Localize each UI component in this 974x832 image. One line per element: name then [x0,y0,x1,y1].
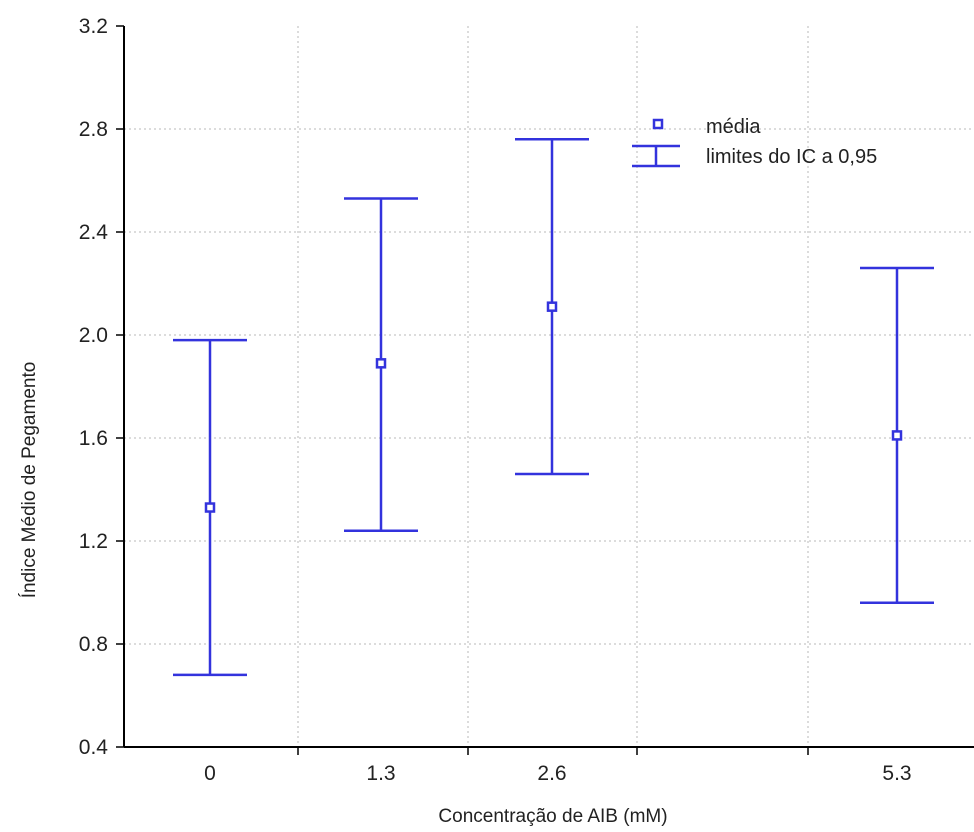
y-axis-ticks: 0.4 0.8 1.2 1.6 2.0 2.4 2.8 3.2 [79,15,124,759]
mean-marker [891,430,903,441]
error-bar-group [515,138,589,476]
legend-mean-label: média [706,116,761,138]
y-tick-label: 2.4 [79,221,109,244]
x-tick-label: 0 [204,762,216,785]
legend-mean-marker [652,118,664,130]
legend: média limites do IC a 0,95 [632,116,877,168]
x-axis-title: Concentração de AIB (mM) [438,806,667,827]
error-bar-series [173,138,934,677]
y-tick-label: 0.4 [79,736,109,759]
x-tick-label: 1.3 [366,762,395,785]
grid-layer [124,26,974,747]
y-tick-label: 1.6 [79,427,108,450]
x-tick-label: 5.3 [882,762,911,785]
legend-ci-label: limites do IC a 0,95 [706,146,877,168]
y-tick-label: 2.0 [79,324,108,347]
mean-marker [375,358,387,369]
y-axis-title: Índice Médio de Pegamento [19,362,40,599]
x-tick-label: 2.6 [537,762,566,785]
y-tick-label: 1.2 [79,530,108,553]
y-tick-label: 3.2 [79,15,108,38]
y-tick-label: 2.8 [79,118,108,141]
plot-frame [123,26,974,748]
error-bar-group [344,197,418,532]
y-tick-label: 0.8 [79,633,108,656]
mean-marker [546,301,558,312]
x-axis-ticks: 0 1.3 2.6 5.3 [204,747,912,785]
legend-ci-marker [632,144,680,168]
error-bar-group [173,338,247,677]
error-bar-group [860,266,934,605]
mean-marker [204,502,216,513]
